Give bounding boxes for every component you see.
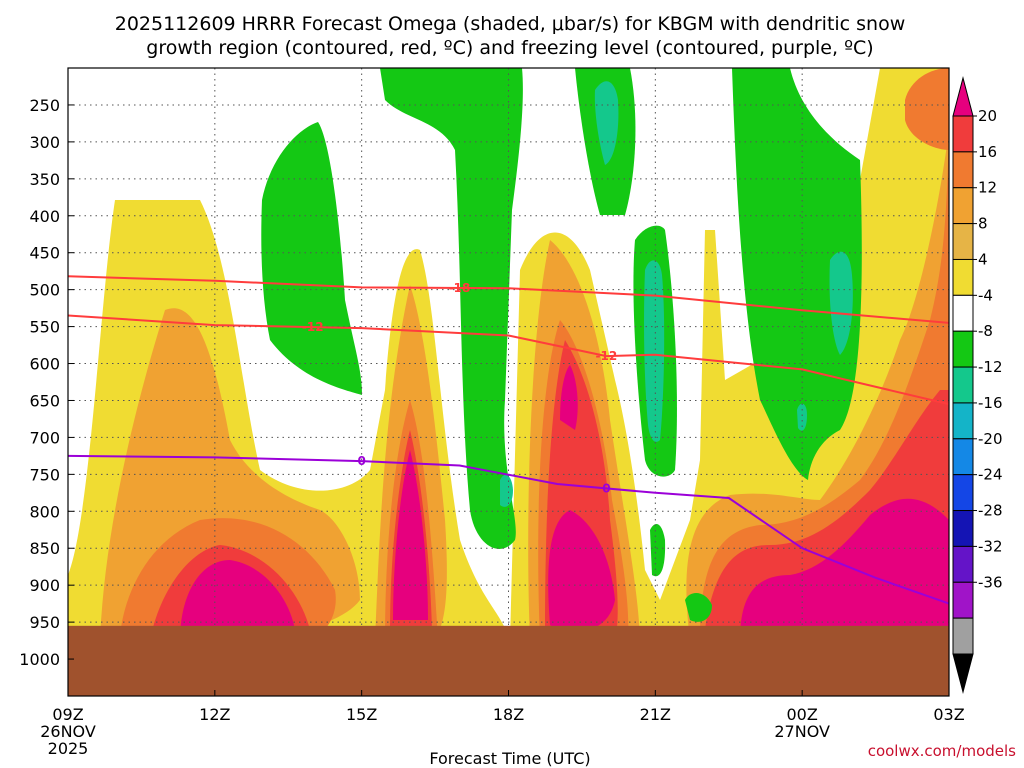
- y-tick-label-400: 400: [29, 207, 60, 226]
- x-tick-date-09Z: 26NOV: [40, 722, 96, 741]
- colorbar-label-7: -12: [978, 358, 1003, 376]
- colorbar-swatch-7: [952, 366, 974, 404]
- colorbar-swatch-9: [952, 438, 974, 476]
- x-tick-label-03Z: 03Z: [933, 705, 964, 724]
- contour-dendritic-1: [68, 314, 949, 406]
- contour-dendritic-0: [68, 275, 949, 324]
- omega-shade-green-5: [732, 68, 862, 480]
- x-tick-label-00Z: 00Z: [787, 705, 818, 724]
- y-tick-label-350: 350: [29, 170, 60, 189]
- colorbar-label-8: -16: [978, 394, 1003, 412]
- y-tick-label-450: 450: [29, 244, 60, 263]
- contour-label-1-1: -12: [596, 349, 618, 363]
- colorbar-swatch-6: [952, 330, 974, 368]
- colorbar-swatch-3: [952, 223, 974, 260]
- contour-label-2-1: 0: [602, 481, 610, 495]
- contour-label-0-0: -18: [449, 281, 471, 295]
- colorbar-label-13: -36: [978, 573, 1003, 591]
- omega-shade-teal-3: [829, 251, 853, 355]
- y-tick-label-700: 700: [29, 428, 60, 447]
- colorbar-label-0: 20: [978, 107, 997, 125]
- omega-shade-teal-4: [500, 474, 513, 507]
- colorbar-swatch-2: [952, 187, 974, 225]
- colorbar-label-10: -24: [978, 466, 1003, 484]
- colorbar-label-3: 8: [978, 215, 988, 233]
- contour-label-2-0: 0: [357, 454, 365, 468]
- colorbar-top-arrow: [952, 76, 974, 117]
- y-tick-label-900: 900: [29, 576, 60, 595]
- y-tick-label-600: 600: [29, 355, 60, 374]
- omega-shade-green-6: [650, 524, 666, 577]
- x-axis-label: Forecast Time (UTC): [429, 749, 590, 768]
- colorbar-swatch-13: [952, 581, 974, 619]
- omega-shade-green-2: [380, 68, 523, 549]
- colorbar-label-12: -32: [978, 537, 1003, 555]
- x-tick-label-12Z: 12Z: [199, 705, 230, 724]
- omega-shade-teal-5: [797, 403, 807, 431]
- omega-shade-teal-2: [644, 260, 665, 442]
- y-tick-label-1000: 1000: [19, 650, 60, 669]
- x-tick-label-15Z: 15Z: [346, 705, 377, 724]
- omega-shade-magenta-left: [180, 560, 295, 645]
- colorbar-swatch-11: [952, 510, 974, 547]
- colorbar-swatch-5: [952, 294, 974, 332]
- colorbar-legend: 20 16 12 8 4 -4 -8 -12 -16 -20 -24 -28 -32 -36: [952, 76, 1003, 694]
- colorbar-swatch-4: [952, 258, 974, 296]
- y-tick-label-850: 850: [29, 539, 60, 558]
- contour-label-1-0: -12: [302, 320, 324, 334]
- ground-surface: [68, 625, 949, 696]
- y-tick-label-500: 500: [29, 281, 60, 300]
- y-tick-label-750: 750: [29, 465, 60, 484]
- colorbar-label-2: 12: [978, 179, 997, 197]
- omega-shade-green-7: [685, 593, 712, 622]
- omega-shade-magenta-mid: [393, 450, 428, 620]
- colorbar-label-5: -4: [978, 286, 993, 304]
- x-tick-label-09Z: 09Z: [52, 705, 83, 724]
- contour-freezing-2: [68, 454, 949, 605]
- omega-shade-magenta-mid3: [560, 365, 578, 430]
- credit-text[interactable]: coolwx.com/models: [868, 742, 1016, 760]
- omega-shade-teal-1: [594, 81, 619, 165]
- temperature-contours: -18 -12 -12 0 0: [68, 275, 949, 605]
- y-tick-label-650: 650: [29, 391, 60, 410]
- x-tick-label-21Z: 21Z: [640, 705, 671, 724]
- y-tick-label-300: 300: [29, 133, 60, 152]
- y-tick-label-950: 950: [29, 613, 60, 632]
- x-tick-year-09Z: 2025: [48, 739, 89, 758]
- omega-shade-magenta-mid2: [548, 510, 615, 633]
- colorbar-swatch-10: [952, 474, 974, 512]
- colorbar-label-9: -20: [978, 430, 1003, 448]
- x-tick-date-00Z: 27NOV: [774, 722, 830, 741]
- colorbar-label-6: -8: [978, 322, 993, 340]
- y-tick-label-550: 550: [29, 318, 60, 337]
- colorbar-swatch-1: [952, 151, 974, 189]
- y-axis: 250 300 350 400 450 500 550 600 650 700 750 800 850 9…: [19, 96, 74, 669]
- colorbar-label-11: -28: [978, 502, 1003, 520]
- x-tick-label-18Z: 18Z: [493, 705, 524, 724]
- y-tick-label-800: 800: [29, 502, 60, 521]
- colorbar-bottom-arrow: [952, 653, 974, 694]
- chart-title-line1: 2025112609 HRRR Forecast Omega (shaded, …: [115, 13, 906, 35]
- colorbar-swatch-12: [952, 545, 974, 583]
- omega-shade-deep-orange-top: [905, 68, 949, 150]
- colorbar-label-1: 16: [978, 143, 997, 161]
- colorbar-swatch-8: [952, 402, 974, 440]
- omega-shade-magenta-right: [740, 498, 949, 656]
- colorbar-label-4: 4: [978, 250, 988, 268]
- chart-title-line2: growth region (contoured, red, ºC) and f…: [146, 37, 873, 59]
- omega-shading: [68, 68, 949, 656]
- colorbar-swatch-0: [952, 115, 974, 153]
- colorbar-swatch-14: [952, 617, 974, 655]
- y-tick-label-250: 250: [29, 96, 60, 115]
